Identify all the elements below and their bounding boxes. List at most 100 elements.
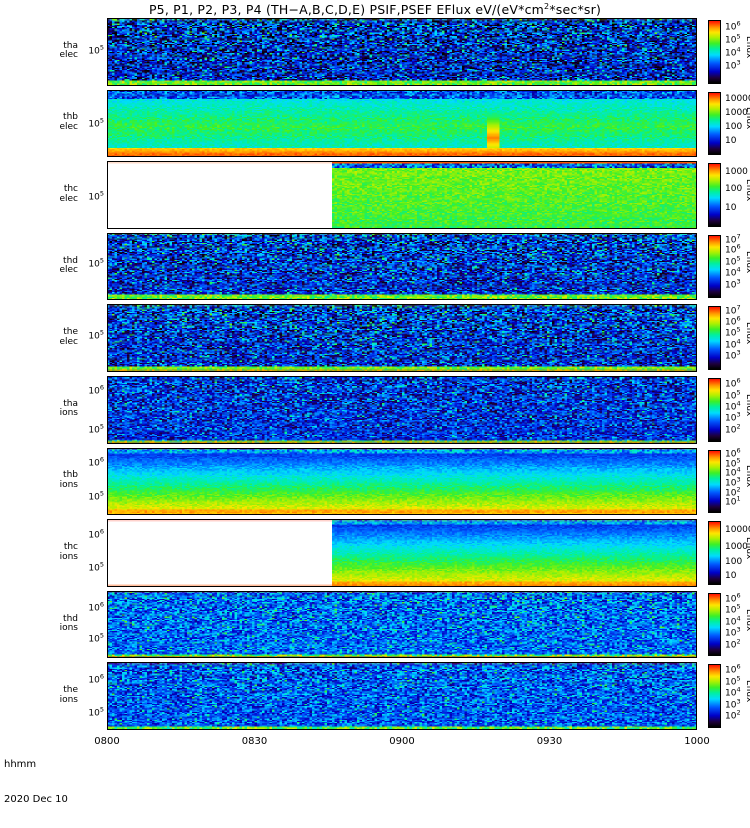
colorbar-gradient xyxy=(708,592,721,657)
colorbar-tick-label: 1000 xyxy=(725,108,748,119)
panel-thd-elec xyxy=(107,232,697,301)
colorbar-unit-label: Eflux xyxy=(744,608,750,631)
panel-thb-ions xyxy=(107,447,697,516)
title-tail: *sec*sr) xyxy=(549,2,602,18)
colorbar-thd-elec: 107 106 105 104 103 Eflux xyxy=(708,232,750,299)
colorbar-unit-label: Eflux xyxy=(744,393,750,417)
colorbar-tick-label: 106 xyxy=(725,591,741,605)
y-tick-label: 105 xyxy=(88,422,104,436)
colorbar-tick-label: 107 xyxy=(725,232,741,246)
colorbar-ticks: 106 105 104 103 102 xyxy=(723,663,750,728)
y-tick-label: 106 xyxy=(88,527,104,541)
colorbar-tick-label: 100 xyxy=(725,122,743,133)
colorbar-ticks: 10000 1000 100 10 xyxy=(723,92,750,156)
colorbar-tick-label: 103 xyxy=(725,410,741,424)
panel-label-line2: ions xyxy=(59,694,78,705)
colorbar-thc-ions: 10000 1000 100 10 Eflux xyxy=(708,521,750,585)
colorbar-unit-label: Eflux xyxy=(744,250,750,273)
y-tick-label: 106 xyxy=(88,600,104,614)
x-tick-label: 1000 xyxy=(684,736,710,747)
panel-label-tha-ions: tha ions xyxy=(40,398,78,419)
colorbar-tick-label: 100 xyxy=(725,556,743,567)
colorbar-gradient xyxy=(708,234,721,299)
colorbar-tick-label: 105 xyxy=(725,674,741,688)
colorbar-tick-label: 10000 xyxy=(725,94,750,105)
panel-thd-ions xyxy=(107,590,697,659)
colorbar-tick-label: 103 xyxy=(725,697,741,711)
panel-tha-elec xyxy=(107,18,697,86)
spectrogram-the-elec xyxy=(107,304,697,372)
panel-label-line2: ions xyxy=(59,479,78,490)
panel-label-thd-ions: thd ions xyxy=(40,614,78,634)
colorbar-unit-label: Eflux xyxy=(744,107,750,130)
colorbar-tick-label: 103 xyxy=(725,58,741,72)
page-title: P5, P1, P2, P3, P4 (TH−A,B,C,D,E) PSIF,P… xyxy=(0,2,750,17)
colorbar-ticks: 107 106 105 104 103 xyxy=(723,232,750,299)
colorbar-tick-label: 101 xyxy=(725,494,741,508)
panel-label-thc-elec: thc elec xyxy=(40,184,78,204)
colorbar-thd-ions: 106 105 104 103 102 Eflux xyxy=(708,591,750,657)
panel-label-thc-ions: thc ions xyxy=(40,542,78,562)
x-axis: 0800 0830 0900 0930 1000 xyxy=(0,730,750,790)
colorbar-tick-label: 102 xyxy=(725,485,741,499)
colorbar-tick-label: 103 xyxy=(725,348,741,362)
colorbar-ticks: 106 105 104 103 102 101 xyxy=(723,447,750,514)
panel-label-line2: elec xyxy=(59,121,78,132)
colorbar-tha-ions: 106 105 104 103 102 Eflux xyxy=(708,376,750,442)
colorbar-thc-elec: 1000 100 10 Eflux xyxy=(708,163,750,227)
colorbar-tick-label: 105 xyxy=(725,456,741,470)
panel-label-thb-ions: thb ions xyxy=(40,471,78,490)
panel-the-elec xyxy=(107,304,697,372)
colorbar-tick-label: 105 xyxy=(725,388,741,402)
colorbar-tick-label: 1000 xyxy=(725,541,748,552)
spectrogram-tha-ions xyxy=(107,376,697,444)
panel-label-line1: thd xyxy=(63,255,78,266)
panel-tha-ions xyxy=(107,376,697,444)
spectrogram-thd-ions xyxy=(107,590,697,659)
panel-label-line1: tha xyxy=(63,398,78,409)
colorbar-thb-elec: 10000 1000 100 10 Eflux xyxy=(708,91,750,156)
panel-label-line1: thb xyxy=(63,470,78,481)
colorbar-ticks: 106 105 104 103 xyxy=(723,20,750,84)
colorbar-unit-label: Eflux xyxy=(744,35,750,59)
colorbar-tick-label: 104 xyxy=(725,399,741,413)
colorbar-unit-label: Eflux xyxy=(744,178,750,202)
colorbar-unit-label: Eflux xyxy=(744,680,750,703)
y-tick-label: 105 xyxy=(88,489,104,503)
colorbar-tick-label: 105 xyxy=(725,254,741,268)
panel-label-line1: thb xyxy=(63,112,78,123)
title-main: P5, P1, P2, P3, P4 (TH−A,B,C,D,E) PSIF,P… xyxy=(148,2,545,18)
panel-label-line2: ions xyxy=(59,623,78,634)
colorbar-tick-label: 105 xyxy=(725,32,741,46)
colorbar-tick-label: 104 xyxy=(725,465,741,479)
colorbar-tick-label: 107 xyxy=(725,303,741,317)
x-axis-corner-label: hhmm 2020 Dec 10 xyxy=(4,736,68,828)
y-tick-label: 105 xyxy=(88,189,104,203)
panel-label-line2: elec xyxy=(59,336,78,347)
spectrogram-the-ions xyxy=(107,662,697,730)
y-tick-label: 105 xyxy=(88,631,104,645)
colorbar-gradient xyxy=(708,91,721,156)
spectrogram-figure: P5, P1, P2, P3, P4 (TH−A,B,C,D,E) PSIF,P… xyxy=(0,2,750,805)
colorbar-tick-label: 106 xyxy=(725,376,741,390)
panel-the-ions xyxy=(107,662,697,730)
panel-label-the-ions: the ions xyxy=(40,686,78,705)
y-tick-label: 106 xyxy=(88,455,104,469)
colorbar-tick-label: 10000 xyxy=(725,525,750,536)
panel-label-line1: thc xyxy=(63,184,78,194)
y-tick-label: 105 xyxy=(88,560,104,574)
colorbar-gradient xyxy=(708,664,721,728)
y-tick-label: 105 xyxy=(88,256,104,270)
panel-label-line2: ions xyxy=(59,408,78,419)
panel-label-line2: elec xyxy=(59,50,78,61)
colorbar-tick-label: 102 xyxy=(725,637,741,651)
y-tick-label: 105 xyxy=(88,328,104,342)
x-tick-label: 0800 xyxy=(94,736,120,747)
colorbar-tick-label: 102 xyxy=(725,708,741,722)
colorbar-tick-label: 1000 xyxy=(725,167,748,178)
spectrogram-thc-ions xyxy=(107,519,697,587)
y-tick-label: 105 xyxy=(88,705,104,719)
colorbar-tick-label: 104 xyxy=(725,265,741,279)
panel-label-line2: elec xyxy=(59,193,78,204)
colorbar-tick-label: 105 xyxy=(725,602,741,616)
